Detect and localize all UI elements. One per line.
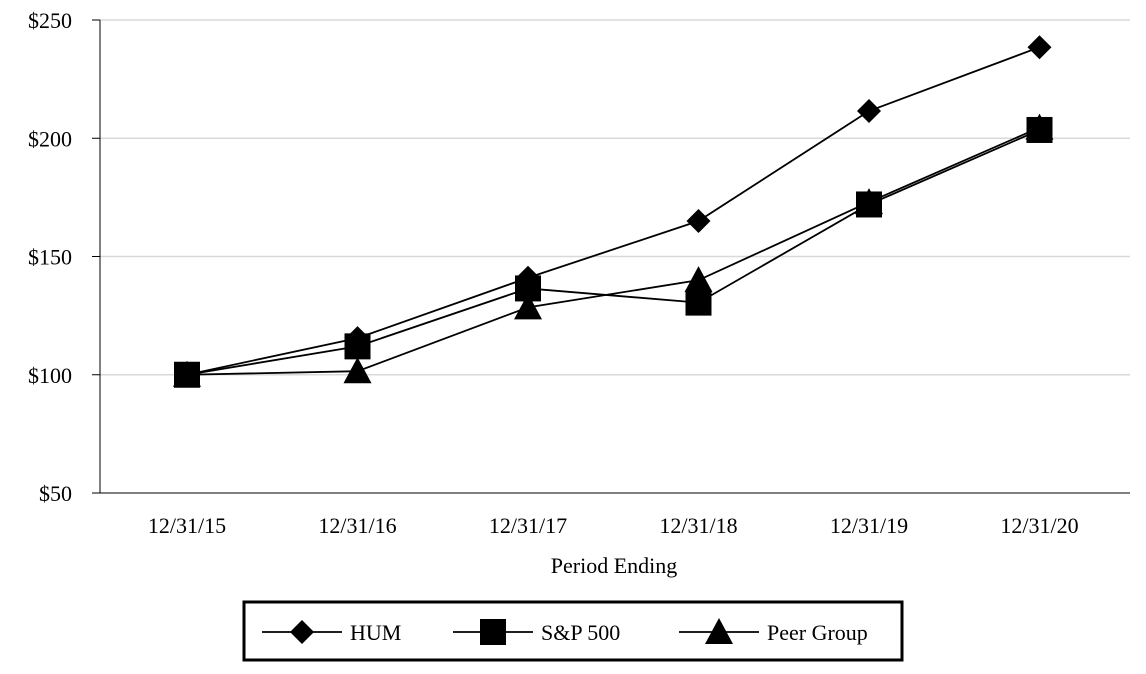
y-tick-label: $50 xyxy=(39,481,72,506)
series-line-s-p-500 xyxy=(186,129,1040,376)
data-point-s-p-500 xyxy=(344,333,371,360)
x-axis-label: Period Ending xyxy=(551,553,678,578)
gridlines xyxy=(100,19,1130,376)
data-point-hum xyxy=(857,99,881,124)
data-point-s-p-500 xyxy=(685,289,712,316)
series-layer xyxy=(173,35,1054,388)
x-tick-label: 12/31/16 xyxy=(318,513,396,538)
data-point-s-p-500 xyxy=(856,191,882,218)
legend-marker-hum xyxy=(290,620,314,644)
data-point-s-p-500 xyxy=(515,275,541,302)
data-point-s-p-500 xyxy=(1026,116,1053,143)
x-tick-label: 12/31/18 xyxy=(659,513,737,538)
y-tick-label: $250 xyxy=(28,8,72,33)
data-point-s-p-500 xyxy=(174,361,200,388)
series-line-peer-group xyxy=(186,126,1040,376)
legend-label-hum: HUM xyxy=(350,620,401,645)
data-point-hum xyxy=(1027,35,1052,60)
y-tick-label: $100 xyxy=(28,363,72,388)
y-axis: $50 $100 $150 $200 $250 xyxy=(28,8,101,506)
y-tick-label: $150 xyxy=(28,245,72,270)
legend-box xyxy=(242,600,904,662)
data-point-peer-group xyxy=(514,293,542,320)
x-axis: 12/31/15 12/31/16 12/31/17 12/31/18 12/31/19… xyxy=(100,492,1130,538)
x-tick-label: 12/31/19 xyxy=(830,513,908,538)
legend: HUM S&P 500 Peer Group xyxy=(242,600,904,662)
data-point-peer-group xyxy=(343,357,372,384)
data-point-hum xyxy=(686,209,711,234)
x-tick-label: 12/31/17 xyxy=(489,513,567,538)
series-line-hum xyxy=(186,46,1040,376)
x-tick-label: 12/31/15 xyxy=(148,513,226,538)
legend-label-s-p-500: S&P 500 xyxy=(541,620,620,645)
data-point-peer-group xyxy=(684,266,713,293)
legend-label-peer-group: Peer Group xyxy=(767,620,868,645)
y-tick-label: $200 xyxy=(28,126,72,151)
legend-marker-s-p-500 xyxy=(480,619,506,645)
x-tick-label: 12/31/20 xyxy=(1000,513,1078,538)
legend-marker-peer-group xyxy=(705,618,733,644)
